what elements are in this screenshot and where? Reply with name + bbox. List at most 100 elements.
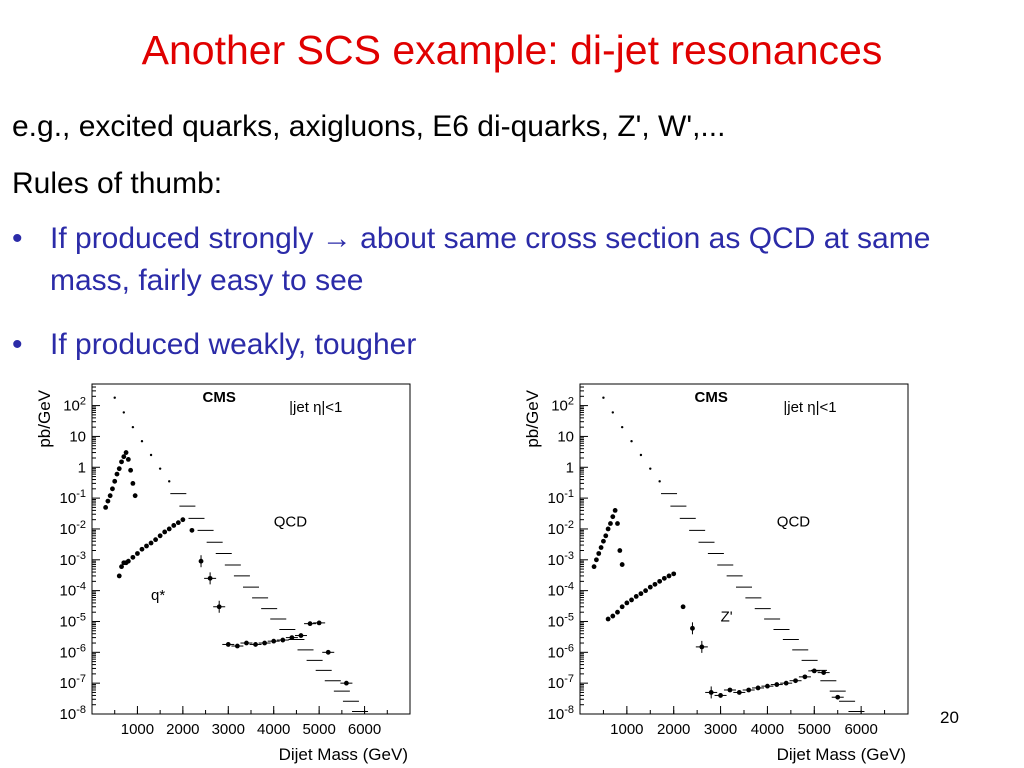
y-tick-label: 10-7	[60, 673, 86, 692]
chart-left: 102 10 1 10-1 10-2 10-3 10-4 10-5 10-6 10-7 10-8 10…	[35, 383, 411, 764]
signal-point	[130, 480, 136, 486]
y-tick-label: 10-6	[60, 642, 86, 661]
signal-point	[605, 616, 611, 622]
y-axis-label: pb/GeV	[35, 389, 54, 447]
signal-point	[610, 613, 616, 619]
bullet-text-part: about same cross section as QCD at same …	[50, 222, 931, 297]
y-tick-label: 10-6	[548, 642, 574, 661]
signal-point	[180, 517, 186, 523]
right-arrow-icon: →	[321, 222, 352, 255]
signal-point	[596, 551, 602, 556]
signal-point	[633, 594, 639, 599]
signal-point	[605, 526, 611, 532]
bullet-strong: • If produced strongly → about same cros…	[12, 218, 1012, 310]
signal-point	[166, 526, 172, 532]
x-tick-label: 3000	[212, 721, 245, 738]
qcd-point	[131, 425, 135, 429]
signal-point	[125, 456, 131, 462]
y-tick-label: 10-3	[548, 550, 574, 569]
signal-point	[617, 548, 623, 553]
signal-point	[615, 609, 620, 615]
qcd-label: QCD	[274, 514, 308, 531]
signal-point	[643, 588, 648, 594]
signal-point	[162, 529, 168, 535]
signal-point	[629, 597, 634, 603]
signal-point	[110, 486, 115, 492]
signal-point	[130, 554, 136, 560]
signal-point	[615, 521, 620, 526]
x-axis-label: Dijet Mass (GeV)	[777, 745, 906, 764]
x-tick-label: 1000	[610, 721, 643, 738]
qcd-point	[122, 411, 126, 414]
signal-point	[591, 564, 597, 570]
y-tick-label: 10-2	[548, 519, 574, 538]
signal-point	[132, 493, 138, 499]
y-tick-label: 10-7	[548, 673, 574, 692]
bullet-text: If produced weakly, tougher	[50, 328, 417, 361]
signal-point	[594, 557, 599, 563]
slide-title: Another SCS example: di-jet resonances	[141, 27, 883, 73]
signal-point	[153, 537, 158, 543]
qcd-point	[140, 440, 144, 443]
qcd-label: QCD	[777, 514, 811, 531]
chart-title: CMS	[695, 389, 728, 406]
signal-point	[598, 545, 604, 550]
qcd-point	[658, 480, 661, 483]
chart-annotation: |jet η|<1	[289, 399, 342, 416]
y-tick-label: 10-5	[60, 611, 86, 630]
y-axis-label: pb/GeV	[523, 389, 542, 447]
y-tick-label: 10-8	[548, 704, 574, 723]
signal-point	[144, 543, 149, 549]
signal-point	[671, 571, 677, 577]
qcd-point	[602, 396, 605, 399]
signal-point	[103, 504, 109, 510]
signal-point	[661, 575, 667, 581]
x-tick-label: 5000	[798, 721, 831, 738]
bullet-text: If produced strongly → about same cross …	[50, 218, 1010, 302]
signal-point	[157, 533, 163, 539]
qcd-point	[620, 425, 624, 429]
signal-point	[624, 600, 630, 606]
signal-point	[125, 558, 131, 564]
signal-point	[657, 578, 663, 584]
y-tick-label: 10-2	[60, 519, 86, 538]
y-tick-label: 102	[551, 396, 574, 415]
signal-point	[128, 467, 134, 473]
signal-point	[175, 520, 181, 526]
signal-point	[666, 573, 672, 579]
y-tick-label: 10-1	[548, 488, 574, 507]
signal-point	[619, 562, 625, 567]
y-tick-label: 10-4	[548, 581, 574, 600]
signal-point	[638, 591, 644, 597]
signal-point	[610, 514, 616, 520]
y-tick-label: 10-8	[60, 704, 86, 723]
x-tick-label: 3000	[704, 721, 737, 738]
signal-point	[121, 454, 127, 460]
bullet-weak: • If produced weakly, tougher	[12, 324, 1012, 370]
signal-point	[107, 493, 113, 499]
signal-point	[652, 581, 658, 587]
signal-point	[119, 459, 124, 465]
signal-label: Z'	[721, 608, 733, 625]
y-tick-label: 102	[63, 396, 86, 415]
y-tick-label: 1	[78, 459, 86, 476]
signal-point	[116, 466, 122, 472]
signal-point	[114, 471, 120, 477]
y-tick-label: 10	[69, 428, 86, 445]
x-tick-label: 6000	[844, 721, 877, 738]
bullet-dot: •	[12, 222, 23, 255]
qcd-point	[639, 453, 643, 457]
y-tick-label: 10-5	[548, 611, 574, 630]
x-tick-label: 5000	[302, 721, 335, 738]
signal-point	[139, 546, 145, 552]
signal-point	[148, 540, 154, 546]
y-tick-label: 10	[557, 428, 574, 445]
x-tick-label: 2000	[657, 721, 690, 738]
signal-point	[603, 533, 609, 539]
signal-label: q*	[151, 587, 165, 604]
signal-point	[123, 450, 129, 455]
qcd-point	[649, 467, 652, 470]
signal-point	[105, 498, 111, 504]
signal-point	[601, 538, 606, 544]
bullet-dot: •	[12, 328, 23, 361]
